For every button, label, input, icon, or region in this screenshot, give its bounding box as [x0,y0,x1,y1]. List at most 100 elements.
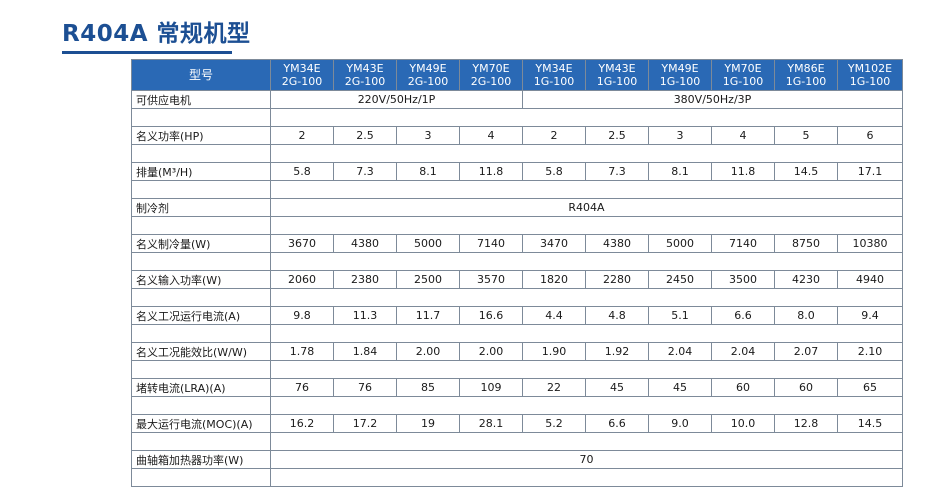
spacer-label-cell [131,396,271,415]
spec-value: 14.5 [837,414,903,433]
spec-value: 85 [396,378,460,397]
spacer-row [131,288,903,307]
spec-value: 3500 [711,270,775,289]
model-header: YM34E 2G-100 [270,59,334,91]
spec-value: 6 [837,126,903,145]
spacer-value-cell [270,360,903,379]
spacer-label-cell [131,252,271,271]
spec-value: 22 [522,378,586,397]
spec-value: 5.8 [270,162,334,181]
model-variant: 1G-100 [659,75,701,88]
model-variant: 1G-100 [722,75,764,88]
model-variant: 2G-100 [470,75,512,88]
spec-value: 11.8 [711,162,775,181]
spec-value: 11.3 [333,306,397,325]
model-name: YM102E [847,62,893,75]
spacer-row [131,108,903,127]
spec-value: 4380 [585,234,649,253]
spec-value: 8750 [774,234,838,253]
spec-row: 名义功率(HP) 2 2.5 3 4 2 2.5 3 4 5 6 [131,126,903,145]
spec-value: 11.7 [396,306,460,325]
spacer-value-cell [270,108,903,127]
model-header: YM43E 2G-100 [333,59,397,91]
spec-label: 名义工况运行电流(A) [131,306,271,325]
spec-value: 7.3 [333,162,397,181]
spec-value: 4380 [333,234,397,253]
spec-value: 45 [585,378,649,397]
spec-value: 5000 [396,234,460,253]
spacer-value-cell [270,180,903,199]
spec-value: 1.84 [333,342,397,361]
spec-value: 2.5 [585,126,649,145]
spec-label: 名义制冷量(W) [131,234,271,253]
spec-value: 4.8 [585,306,649,325]
spec-label: 曲轴箱加热器功率(W) [131,450,271,469]
spec-value: 7140 [711,234,775,253]
spec-value: 19 [396,414,460,433]
spacer-label-cell [131,108,271,127]
model-header-label: 型号 [131,59,271,91]
spec-value: 76 [333,378,397,397]
model-variant: 2G-100 [407,75,449,88]
model-name: YM86E [787,62,825,75]
model-header: YM49E 1G-100 [648,59,712,91]
spacer-row [131,396,903,415]
spec-value: 8.0 [774,306,838,325]
spec-value: 5.1 [648,306,712,325]
spec-value: 17.1 [837,162,903,181]
spec-value: 2.10 [837,342,903,361]
spacer-value-cell [270,144,903,163]
model-name: YM43E [598,62,636,75]
spacer-label-cell [131,468,271,487]
spacer-row [131,432,903,451]
spec-value: 12.8 [774,414,838,433]
spacer-row [131,216,903,235]
spacer-row [131,324,903,343]
table-body: 可供应电机 220V/50Hz/1P 380V/50Hz/3P 名义功率(HP) 2 2.… [131,90,903,487]
spec-label: 可供应电机 [131,90,271,109]
model-name: YM49E [409,62,447,75]
spec-value: 4 [711,126,775,145]
spec-value: 6.6 [585,414,649,433]
spacer-label-cell [131,360,271,379]
spec-label: 最大运行电流(MOC)(A) [131,414,271,433]
spec-value: 8.1 [396,162,460,181]
spec-value: 60 [711,378,775,397]
spec-value: 65 [837,378,903,397]
spec-label: 名义工况能效比(W/W) [131,342,271,361]
spec-value: 9.4 [837,306,903,325]
spec-value: 10380 [837,234,903,253]
spacer-row [131,144,903,163]
spec-value: 2.04 [711,342,775,361]
spec-value: 14.5 [774,162,838,181]
spacer-label-cell [131,144,271,163]
title-underline [62,51,232,54]
spacer-row [131,252,903,271]
spec-value: 9.0 [648,414,712,433]
spacer-value-cell [270,432,903,451]
model-header: YM49E 2G-100 [396,59,460,91]
spec-row: 最大运行电流(MOC)(A) 16.2 17.2 19 28.1 5.2 6.6 9.0 10.… [131,414,903,433]
spec-value: 2380 [333,270,397,289]
spec-row: 名义制冷量(W) 3670 4380 5000 7140 3470 4380 5000 7140… [131,234,903,253]
spec-value: 3 [648,126,712,145]
spec-row: 制冷剂 R404A [131,198,903,217]
spacer-value-cell [270,288,903,307]
spec-row: 曲轴箱加热器功率(W) 70 [131,450,903,469]
model-name: YM43E [346,62,384,75]
spec-value: 2 [270,126,334,145]
spec-value: 3670 [270,234,334,253]
spec-row: 名义工况能效比(W/W) 1.78 1.84 2.00 2.00 1.90 1.92 2.04… [131,342,903,361]
spec-row: 名义输入功率(W) 2060 2380 2500 3570 1820 2280 2450 350… [131,270,903,289]
spec-value: 5 [774,126,838,145]
spec-value: 2060 [270,270,334,289]
spec-value: 2.07 [774,342,838,361]
spec-row: 排量(M³/H) 5.8 7.3 8.1 11.8 5.8 7.3 8.1 11.8 14.5 17… [131,162,903,181]
spacer-row [131,360,903,379]
model-name: YM49E [661,62,699,75]
spec-label: 名义输入功率(W) [131,270,271,289]
spacer-value-cell [270,396,903,415]
spec-value: 76 [270,378,334,397]
spec-value: 2.00 [396,342,460,361]
model-variant: 1G-100 [533,75,575,88]
